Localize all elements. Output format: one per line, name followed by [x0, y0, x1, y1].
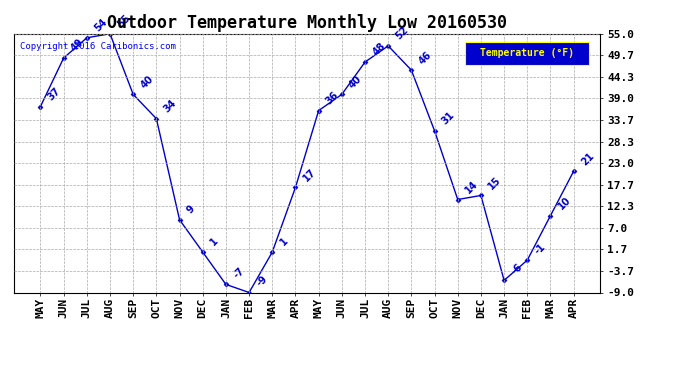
- Text: 48: 48: [371, 41, 387, 58]
- Text: 17: 17: [301, 166, 317, 183]
- Text: 36: 36: [324, 90, 341, 106]
- Text: 15: 15: [486, 175, 503, 191]
- Text: 37: 37: [46, 86, 63, 102]
- Text: 14: 14: [463, 179, 480, 195]
- Text: 40: 40: [139, 74, 155, 90]
- Text: 10: 10: [556, 195, 573, 211]
- Text: -9: -9: [255, 274, 269, 288]
- Text: 49: 49: [69, 37, 86, 54]
- Text: 9: 9: [185, 204, 197, 216]
- Text: Copyright 2016 Caribonics.com: Copyright 2016 Caribonics.com: [19, 42, 175, 51]
- Text: 1: 1: [278, 236, 290, 248]
- Text: 34: 34: [162, 98, 179, 114]
- Text: 31: 31: [440, 110, 457, 127]
- Title: Outdoor Temperature Monthly Low 20160530: Outdoor Temperature Monthly Low 20160530: [107, 14, 507, 32]
- Text: 40: 40: [347, 74, 364, 90]
- Text: -1: -1: [533, 242, 547, 256]
- Text: 1: 1: [208, 236, 220, 248]
- Text: 54: 54: [92, 17, 109, 34]
- Text: -6: -6: [510, 261, 524, 276]
- Text: -7: -7: [231, 266, 246, 280]
- Text: 21: 21: [579, 150, 595, 167]
- Text: 52: 52: [394, 25, 411, 42]
- Text: 55: 55: [115, 13, 132, 30]
- Text: 46: 46: [417, 50, 433, 66]
